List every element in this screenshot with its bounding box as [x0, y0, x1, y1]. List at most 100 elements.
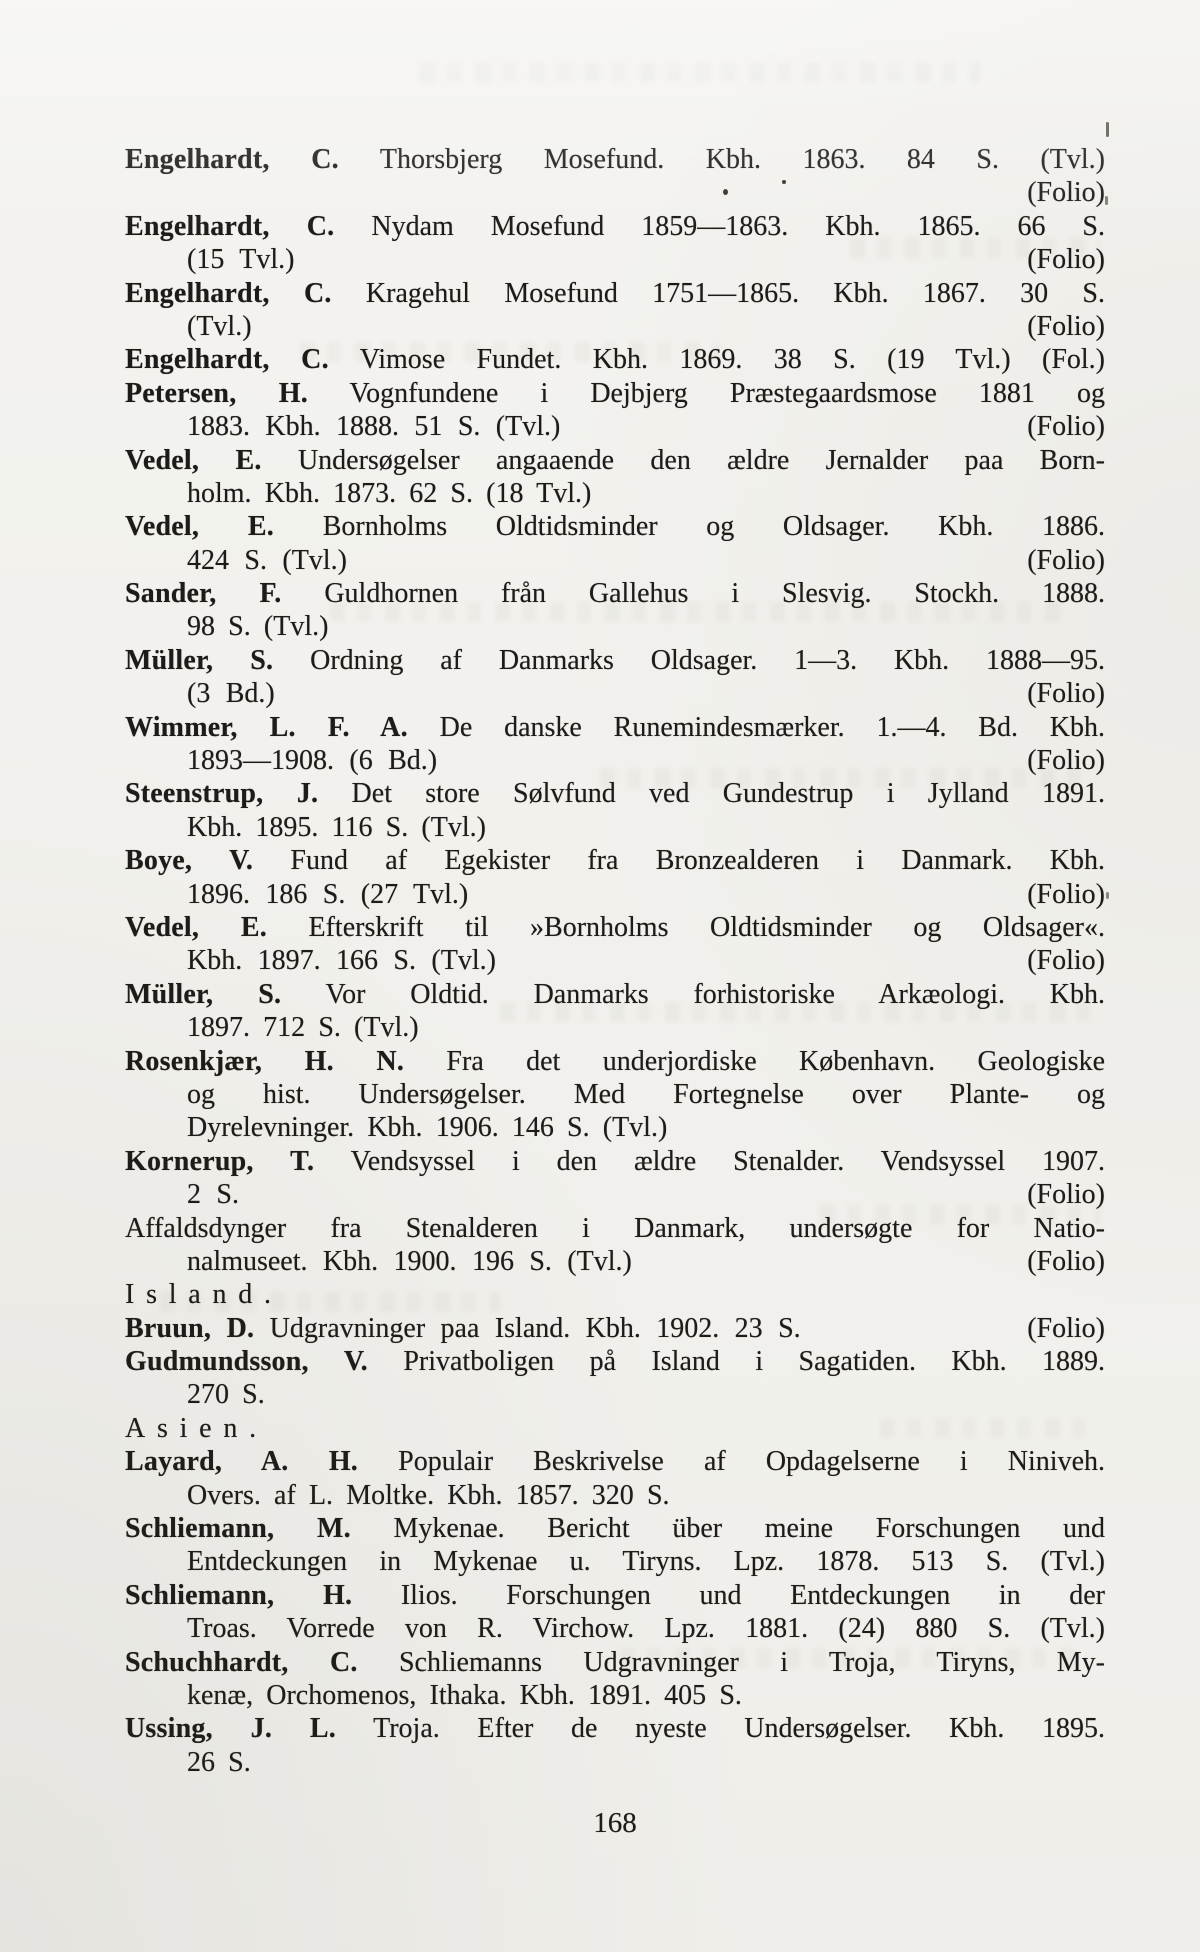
bibliography-line: (Tvl.) (Folio): [125, 310, 1105, 343]
author-name: Vedel, E.: [125, 911, 267, 943]
bibliography-line: Vedel, E. Bornholms Oldtidsminder og Old…: [125, 510, 1105, 543]
entry-text: Undersøgelser angaaende den ældre Jernal…: [297, 444, 1105, 476]
entry-left: Entdeckungen in Mykenae u. Tiryns. Lpz. …: [187, 1546, 1105, 1577]
bibliography-line: 1897. 712 S. (Tvl.): [125, 1011, 1105, 1044]
entry-text: Troas. Vorrede von R. Virchow. Lpz. 1881…: [187, 1613, 1105, 1645]
entry-text: 26 S.: [187, 1746, 251, 1778]
author-name: Schliemann, M.: [125, 1513, 351, 1545]
bibliography-line: 1896. 186 S. (27 Tvl.) (Folio): [125, 878, 1105, 911]
entry-left: 1897. 712 S. (Tvl.): [187, 1012, 419, 1043]
ink-speck: [1105, 196, 1108, 205]
entry-left: Wimmer, L. F. A. De danske Runemindesmær…: [125, 712, 1105, 743]
entry-text: Bornholms Oldtidsminder og Oldsager. Kbh…: [322, 511, 1105, 543]
author-name: Steenstrup, J.: [125, 778, 319, 810]
entry-text: Vor Oldtid. Danmarks forhistoriske Arkæo…: [325, 978, 1106, 1010]
bibliography-line: (Folio): [125, 176, 1105, 209]
bibliography-line: 26 S.: [125, 1746, 1105, 1779]
entry-text: holm. Kbh. 1873. 62 S. (18 Tvl.): [187, 477, 592, 509]
entry-text: Mykenae. Bericht über meine Forschungen …: [393, 1513, 1106, 1545]
bibliography-line: Entdeckungen in Mykenae u. Tiryns. Lpz. …: [125, 1545, 1105, 1578]
author-name: Vedel, E.: [125, 511, 275, 543]
entry-left: (3 Bd.): [187, 677, 275, 710]
entry-left: 2 S.: [187, 1178, 239, 1211]
entry-left: Kornerup, T. Vendsyssel i den ældre Sten…: [125, 1146, 1105, 1177]
ink-speck: [1106, 122, 1109, 137]
page-number: 168: [593, 1807, 637, 1839]
entry-text: Overs. af L. Moltke. Kbh. 1857. 320 S.: [187, 1479, 670, 1511]
entry-text: 270 S.: [187, 1379, 265, 1411]
author-name: Kornerup, T.: [125, 1145, 315, 1177]
author-name: Boye, V.: [125, 845, 254, 877]
entry-text: Guldhornen från Gallehus i Slesvig. Stoc…: [324, 578, 1105, 610]
bibliography-line: 270 S.: [125, 1378, 1105, 1411]
author-name: Ussing, J. L.: [125, 1713, 336, 1745]
format-note: (Folio): [1027, 310, 1105, 342]
entry-text: Vognfundene i Dejbjerg Præstegaardsmose …: [349, 377, 1105, 409]
entry-left: Engelhardt, C. Kragehul Mosefund 1751—18…: [125, 278, 1105, 309]
entry-left: Overs. af L. Moltke. Kbh. 1857. 320 S.: [187, 1480, 670, 1511]
entry-left: Müller, S. Ordning af Danmarks Oldsager.…: [125, 645, 1105, 676]
format-note: (Folio): [1027, 544, 1105, 576]
author-name: Gudmundsson, V.: [125, 1346, 368, 1378]
entry-left: 26 S.: [187, 1747, 251, 1778]
entry-left: Ussing, J. L. Troja. Efter de nyeste Und…: [125, 1713, 1105, 1744]
entry-text: kenæ, Orchomenos, Ithaka. Kbh. 1891. 405…: [187, 1679, 742, 1711]
author-name: Layard, A. H.: [125, 1446, 359, 1478]
entry-text: 1897. 712 S. (Tvl.): [187, 1012, 419, 1044]
entry-left: 1896. 186 S. (27 Tvl.): [187, 878, 468, 911]
format-note: (Folio): [1027, 411, 1105, 443]
bibliography-line: Vedel, E. Undersøgelser angaaende den æl…: [125, 444, 1105, 477]
author-name: Bruun, D.: [125, 1312, 255, 1344]
bibliography-line: 98 S. (Tvl.): [125, 610, 1105, 643]
entry-text: De danske Runemindesmærker. 1.—4. Bd. Kb…: [439, 711, 1106, 743]
format-note: (Folio): [1027, 678, 1105, 710]
entry-text: Troja. Efter de nyeste Undersøgelser. Kb…: [373, 1713, 1105, 1745]
entry-left: Engelhardt, C. Vimose Fundet. Kbh. 1869.…: [125, 344, 1105, 375]
bibliography-line: Overs. af L. Moltke. Kbh. 1857. 320 S.: [125, 1479, 1105, 1512]
author-name: Engelhardt, C.: [125, 344, 329, 376]
entry-text: nalmuseet. Kbh. 1900. 196 S. (Tvl.): [187, 1245, 632, 1277]
ink-speck: [1106, 892, 1109, 899]
entry-text: 2 S.: [187, 1179, 239, 1211]
format-note: (Folio): [1027, 1245, 1105, 1277]
author-name: Petersen, H.: [125, 377, 308, 409]
bibliography-line: Boye, V. Fund af Egekister fra Bronzeald…: [125, 844, 1105, 877]
author-name: Wimmer, L. F. A.: [125, 711, 408, 743]
format-note: (Folio): [1027, 1312, 1105, 1344]
entry-text: Efterskrift til »Bornholms Oldtidsminder…: [308, 911, 1106, 943]
bibliography-line: Vedel, E. Efterskrift til »Bornholms Old…: [125, 911, 1105, 944]
entry-left: Engelhardt, C. Thorsbjerg Mosefund. Kbh.…: [125, 144, 1105, 175]
entry-text: 1883. Kbh. 1888. 51 S. (Tvl.): [187, 411, 561, 443]
entry-text: (Tvl.): [187, 310, 252, 342]
format-note: (Folio): [1027, 1179, 1105, 1211]
bibliography-line: 1893—1908. (6 Bd.) (Folio): [125, 744, 1105, 777]
entry-text: Kbh. 1897. 166 S. (Tvl.): [187, 945, 496, 977]
entry-left: Schuchhardt, C. Schliemanns Udgravninger…: [125, 1647, 1105, 1678]
entry-left: 1883. Kbh. 1888. 51 S. (Tvl.): [187, 410, 560, 443]
entry-text: 98 S. (Tvl.): [187, 611, 329, 643]
entry-left: 98 S. (Tvl.): [187, 611, 328, 642]
entry-text: Vendsyssel i den ældre Stenalder. Vendsy…: [350, 1145, 1106, 1177]
entry-left: Bruun, D. Udgravninger paa Island. Kbh. …: [125, 1312, 801, 1345]
entry-text: Asien.: [125, 1412, 268, 1444]
entry-text: Affaldsdynger fra Stenalderen i Danmark,…: [125, 1212, 1105, 1244]
bibliography-line: Gudmundsson, V. Privatboligen på Island …: [125, 1345, 1105, 1378]
entry-left: nalmuseet. Kbh. 1900. 196 S. (Tvl.): [187, 1245, 632, 1278]
bibliography-line: Müller, S. Vor Oldtid. Danmarks forhisto…: [125, 978, 1105, 1011]
bibliography-line: 2 S. (Folio): [125, 1178, 1105, 1211]
format-note: (Folio): [1027, 945, 1105, 977]
entry-left: Schliemann, H. Ilios. Forschungen und En…: [125, 1580, 1105, 1611]
entry-text: Fund af Egekister fra Bronzealderen i Da…: [290, 845, 1106, 877]
entry-left: Island.: [125, 1279, 283, 1310]
entry-left: Dyrelevninger. Kbh. 1906. 146 S. (Tvl.): [187, 1112, 667, 1143]
entry-left: (Tvl.): [187, 310, 252, 343]
entry-left: 424 S. (Tvl.): [187, 544, 347, 577]
entry-left: Sander, F. Guldhornen från Gallehus i Sl…: [125, 578, 1105, 609]
entry-text: Ordning af Danmarks Oldsager. 1—3. Kbh. …: [310, 644, 1106, 676]
entry-left: Troas. Vorrede von R. Virchow. Lpz. 1881…: [187, 1613, 1105, 1644]
bibliography-line: Ussing, J. L. Troja. Efter de nyeste Und…: [125, 1712, 1105, 1745]
entry-text: Island.: [125, 1279, 283, 1311]
entry-left: Affaldsdynger fra Stenalderen i Danmark,…: [125, 1213, 1105, 1244]
entry-left: og hist. Undersøgelser. Med Fortegnelse …: [187, 1079, 1105, 1110]
